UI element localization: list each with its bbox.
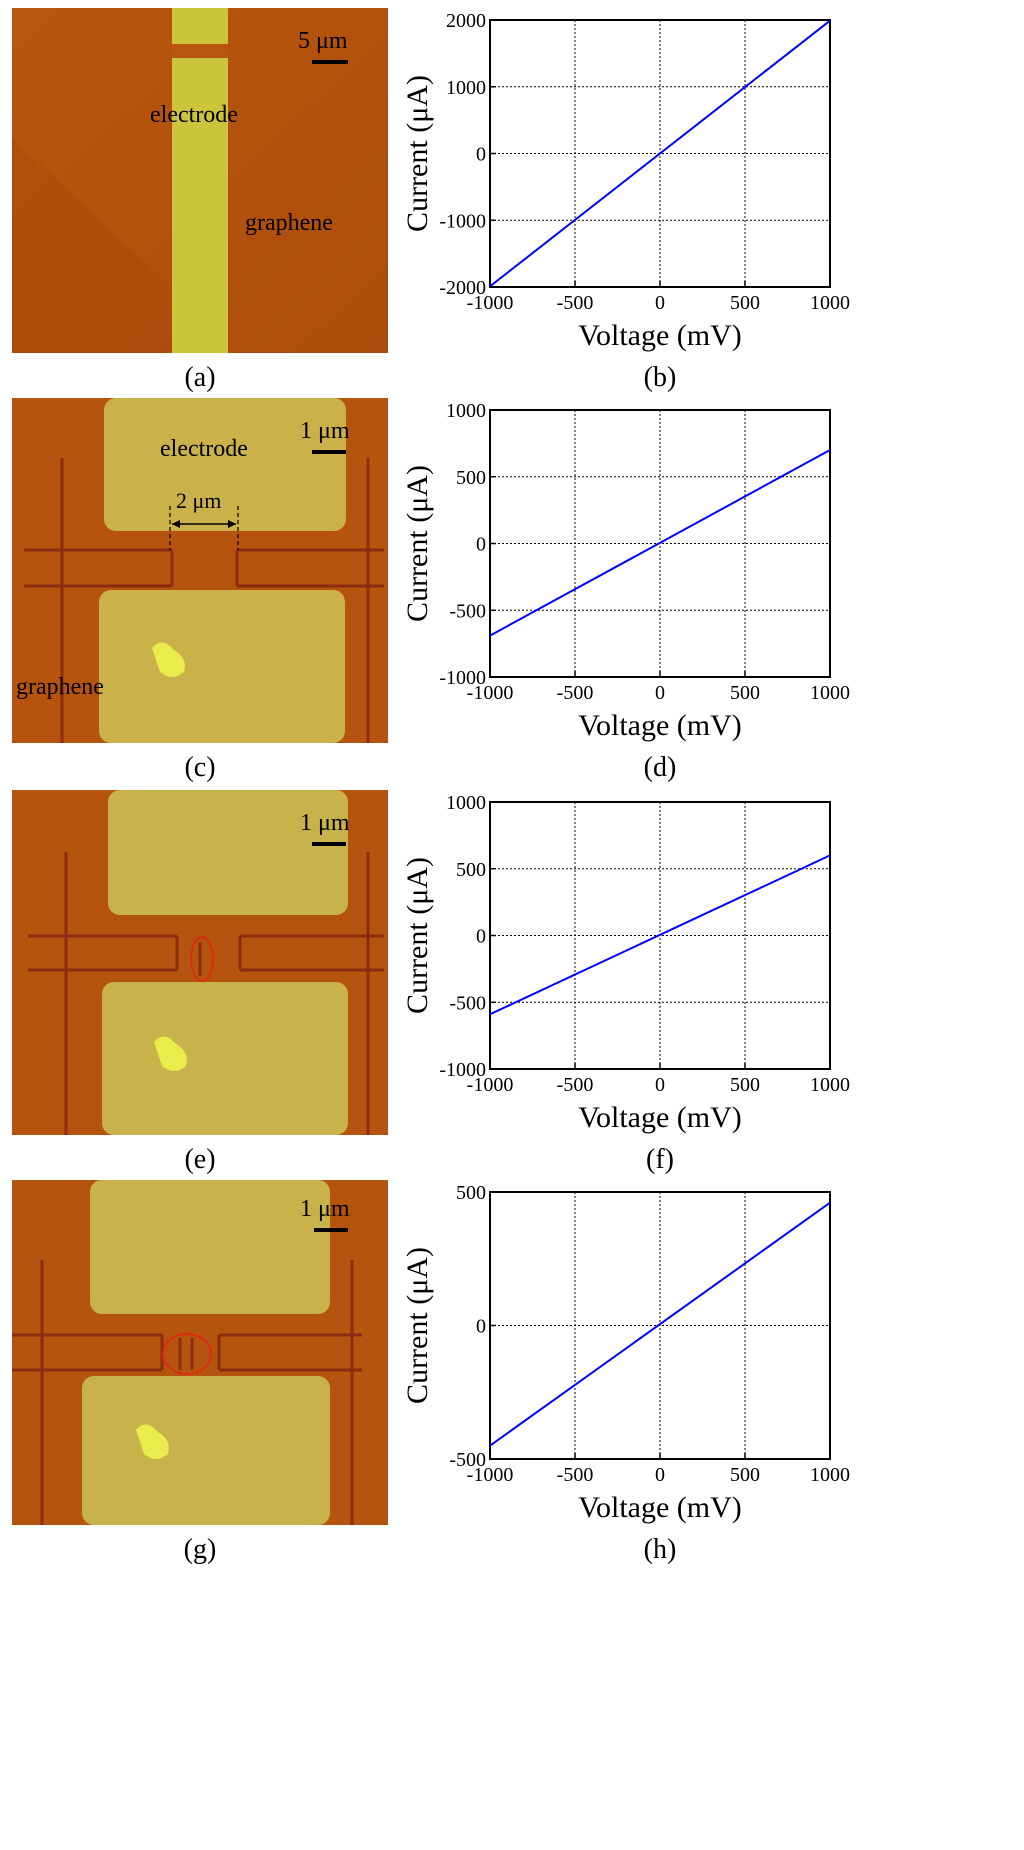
x-tick-label: 500 [730,682,760,704]
y-tick-label: 500 [456,859,486,881]
afm-image-e: 1 μm [12,790,388,1135]
y-tick-label: 0 [476,1316,486,1338]
afm-image-c: electrode 2 μm graphene 1 μm [12,398,388,743]
x-tick-label: 0 [655,1464,665,1486]
x-tick-label: 0 [655,292,665,314]
x-axis-label: Voltage (mV) [578,709,742,742]
x-tick-label: -1000 [467,1464,514,1486]
graphene-label: graphene [245,210,333,236]
y-tick-label: -1000 [439,210,486,232]
y-tick-label: 1000 [446,77,486,99]
iv-series-line [489,1201,831,1447]
y-axis-label: Current (μA) [401,857,434,1014]
scale-bar [312,842,346,846]
y-tick-label: -500 [449,600,486,622]
y-tick-label: 500 [456,1182,486,1204]
x-tick-label: 1000 [810,682,850,704]
x-tick-label: -1000 [467,292,514,314]
electrode-label: electrode [160,436,248,462]
electrode-gap [172,44,228,58]
caption-a: (a) [184,362,216,393]
afm-image-g: 1 μm [12,1180,388,1525]
scale-bar [312,450,346,454]
iv-series-line [489,449,831,637]
y-tick-label: 1000 [446,792,486,814]
x-tick-label: 500 [730,292,760,314]
scale-bar [314,1228,348,1232]
gap-width-label: 2 μm [176,488,222,513]
y-tick-label: 2000 [446,10,486,32]
x-tick-label: 0 [655,1074,665,1096]
afm-image-a: electrode graphene 5 μm [12,8,388,353]
x-tick-label: 1000 [810,1074,850,1096]
caption-d: (d) [643,752,677,783]
defect-ellipse [162,1333,212,1375]
y-tick-label: -1000 [439,1059,486,1081]
x-tick-label: -500 [557,1074,594,1096]
electrode-top [90,1180,330,1314]
x-tick-label: 500 [730,1074,760,1096]
y-axis-label: Current (μA) [401,75,434,232]
chart-d: -1000 -500 0 500 1000 -1000 -500 0 500 1000 Voltag… [395,398,875,743]
caption-b: (b) [643,362,677,393]
y-tick-label: 1000 [446,400,486,422]
y-tick-label: 500 [456,467,486,489]
x-tick-label: 500 [730,1464,760,1486]
caption-f: (f) [646,1144,674,1175]
x-tick-label: -1000 [467,1074,514,1096]
electrode-top [108,790,348,915]
y-tick-label: -500 [449,992,486,1014]
chart-h: -1000 -500 0 500 1000 -500 0 500 Voltage (mV) Cur… [395,1180,875,1525]
y-tick-label: -500 [449,1449,486,1471]
electrode-strip [172,8,228,353]
iv-series-line [489,19,831,288]
caption-c: (c) [184,752,216,783]
scale-bar-label: 1 μm [300,810,350,836]
graphene-label: graphene [16,674,104,700]
electrode-bottom [99,590,345,743]
defect-ellipse [190,936,214,982]
scale-bar-label: 1 μm [300,1196,350,1222]
y-tick-label: -1000 [439,667,486,689]
x-axis-label: Voltage (mV) [578,319,742,352]
x-tick-label: -1000 [467,682,514,704]
x-axis-label: Voltage (mV) [578,1491,742,1524]
x-tick-label: 1000 [810,1464,850,1486]
caption-g: (g) [183,1534,217,1565]
electrode-top [104,398,346,531]
y-tick-label: 0 [476,926,486,948]
y-axis-label: Current (μA) [401,465,434,622]
electrode-bottom [82,1376,330,1525]
x-tick-label: -500 [557,292,594,314]
electrode-bottom [102,982,348,1135]
caption-e: (e) [184,1144,216,1175]
iv-series-line [489,854,831,1016]
x-tick-label: -500 [557,682,594,704]
x-tick-label: 1000 [810,292,850,314]
x-tick-label: 0 [655,682,665,704]
chart-f: -1000 -500 0 500 1000 -1000 -500 0 500 1000 Voltag… [395,790,875,1135]
scale-bar-label: 1 μm [300,418,350,444]
scale-bar [312,60,348,64]
y-tick-label: 0 [476,144,486,166]
y-tick-label: -2000 [439,277,486,299]
x-tick-label: -500 [557,1464,594,1486]
x-axis-label: Voltage (mV) [578,1101,742,1134]
y-tick-label: 0 [476,534,486,556]
y-axis-label: Current (μA) [401,1247,434,1404]
caption-h: (h) [643,1534,677,1565]
scale-bar-label: 5 μm [298,28,348,54]
chart-b: -1000 -500 0 500 1000 -2000 -1000 0 1000 2000 Volt… [395,8,875,353]
electrode-label: electrode [150,102,238,128]
